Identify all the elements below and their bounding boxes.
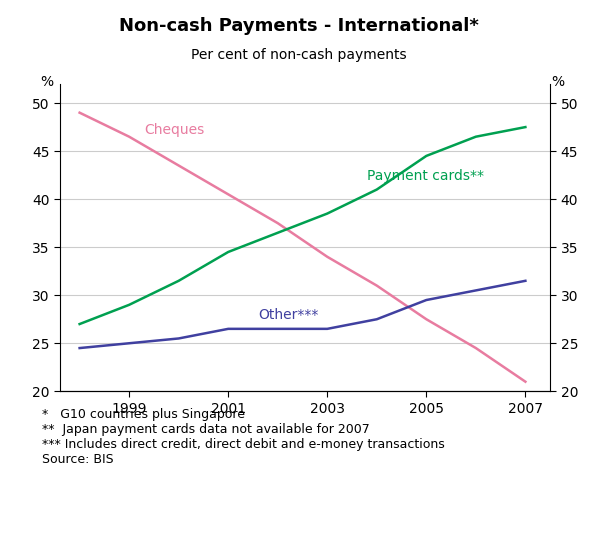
Text: Non-cash Payments - International*: Non-cash Payments - International* (119, 17, 479, 35)
Text: Other***: Other*** (258, 308, 318, 322)
Text: *   G10 countries plus Singapore
**  Japan payment cards data not available for : * G10 countries plus Singapore ** Japan … (42, 408, 444, 466)
Text: Per cent of non-cash payments: Per cent of non-cash payments (191, 48, 407, 61)
Text: %: % (40, 75, 53, 89)
Text: Cheques: Cheques (144, 123, 205, 137)
Text: %: % (551, 75, 565, 89)
Text: Payment cards**: Payment cards** (367, 169, 484, 183)
